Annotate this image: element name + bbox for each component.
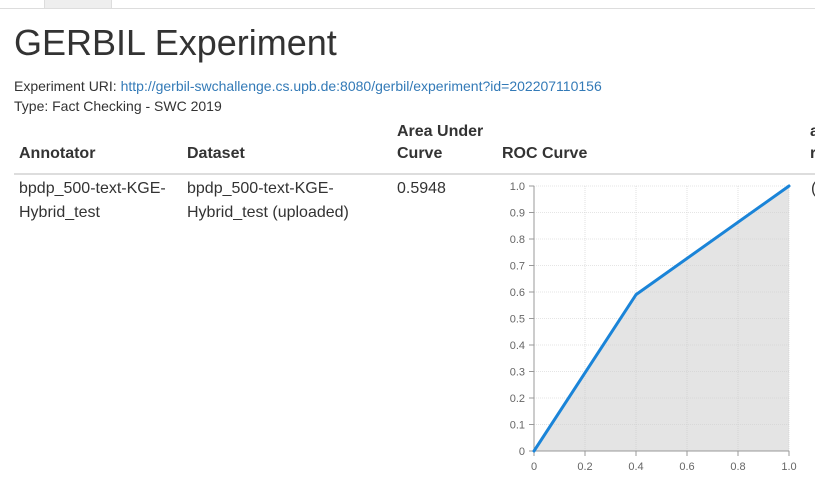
top-nav-bar (0, 0, 815, 9)
y-tick-label: 0.1 (510, 420, 525, 432)
y-tick-label: 0.9 (510, 208, 525, 220)
y-tick-label: 0.7 (510, 261, 525, 273)
header-auc-line2: Curve (397, 145, 443, 162)
header-dataset: Dataset (187, 145, 245, 162)
y-tick-label: 0.4 (510, 340, 525, 352)
x-tick-label: 0.2 (577, 461, 592, 473)
cell-dataset-line1: bpdp_500-text-KGE- (187, 180, 334, 197)
header-roc-curve: ROC Curve (502, 145, 588, 162)
x-tick-label: 0 (531, 461, 537, 473)
x-tick-label: 0.4 (628, 461, 643, 473)
cell-dataset-line2: Hybrid_test (uploaded) (187, 204, 349, 221)
table-header-divider (14, 173, 815, 175)
header-auc-line1: Area Under (397, 123, 484, 140)
page-title: GERBIL Experiment (14, 22, 337, 63)
roc-curve-line (532, 184, 791, 453)
cell-auc-value: 0.5948 (397, 180, 446, 197)
experiment-uri-link[interactable]: http://gerbil-swchallenge.cs.upb.de:8080… (120, 78, 602, 94)
x-tick-label: 0.8 (730, 461, 745, 473)
header-truncated-2: r (810, 145, 815, 162)
header-annotator: Annotator (19, 145, 96, 162)
x-tick-label: 0.6 (679, 461, 694, 473)
y-tick-label: 0.2 (510, 393, 525, 405)
experiment-uri-label: Experiment URI: (14, 78, 117, 94)
roc-curve-chart: 0 0.1 0.2 0.3 0.4 0.5 0.6 0.7 0.8 0.9 1.0 0 0.2 0.4 0.… (510, 181, 797, 473)
nav-tab[interactable] (44, 0, 112, 9)
y-tick-label: 0 (519, 446, 525, 458)
cell-truncated: ( (811, 177, 815, 201)
header-truncated-1: a (810, 123, 815, 140)
cell-annotator-line2: Hybrid_test (19, 204, 100, 221)
y-tick-label: 0.6 (510, 287, 525, 299)
x-tick-label: 1.0 (781, 461, 796, 473)
cell-annotator-line1: bpdp_500-text-KGE- (19, 180, 166, 197)
experiment-uri-line: Experiment URI: http://gerbil-swchalleng… (14, 76, 602, 96)
y-tick-label: 1.0 (510, 181, 525, 193)
roc-area-fill (534, 186, 789, 451)
y-tick-label: 0.8 (510, 234, 525, 246)
y-tick-label: 0.5 (510, 314, 525, 326)
experiment-type: Type: Fact Checking - SWC 2019 (14, 98, 222, 114)
y-tick-label: 0.3 (510, 367, 525, 379)
